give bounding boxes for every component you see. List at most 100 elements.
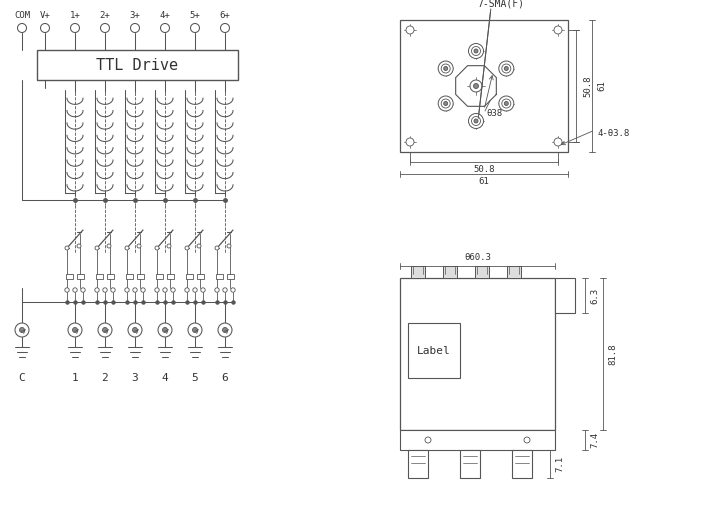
Circle shape <box>471 117 481 126</box>
Text: 61: 61 <box>479 178 490 187</box>
Circle shape <box>474 49 478 53</box>
Text: 50.8: 50.8 <box>473 165 495 174</box>
Circle shape <box>444 66 448 71</box>
Circle shape <box>474 119 478 123</box>
Text: Label: Label <box>417 345 451 355</box>
Bar <box>555 278 575 313</box>
Bar <box>460 450 480 478</box>
Circle shape <box>231 288 235 292</box>
Circle shape <box>100 23 110 32</box>
Text: 7.4: 7.4 <box>591 432 599 448</box>
Circle shape <box>167 244 171 248</box>
Circle shape <box>65 246 69 250</box>
Circle shape <box>73 288 77 292</box>
Bar <box>167 274 174 279</box>
Text: 5+: 5+ <box>190 11 201 20</box>
Bar <box>107 274 114 279</box>
Circle shape <box>81 288 85 292</box>
Text: 4-θ3.8: 4-θ3.8 <box>597 129 630 138</box>
Circle shape <box>185 288 189 292</box>
Circle shape <box>438 96 453 111</box>
Circle shape <box>220 23 230 32</box>
Bar <box>66 274 73 279</box>
Circle shape <box>160 23 170 32</box>
Text: 7-SMA(F): 7-SMA(F) <box>477 0 524 9</box>
Circle shape <box>197 244 201 248</box>
Circle shape <box>65 288 69 292</box>
Circle shape <box>95 288 99 292</box>
Text: 6: 6 <box>222 373 228 383</box>
Text: COM: COM <box>14 11 30 20</box>
Circle shape <box>474 84 479 88</box>
Text: 6.3: 6.3 <box>591 287 599 304</box>
Text: 3: 3 <box>131 373 139 383</box>
Text: 6+: 6+ <box>219 11 230 20</box>
Text: 50.8: 50.8 <box>583 75 593 97</box>
Circle shape <box>425 437 431 443</box>
Bar <box>400 278 555 430</box>
Bar <box>512 450 532 478</box>
Circle shape <box>502 99 510 108</box>
Circle shape <box>469 113 484 129</box>
Circle shape <box>103 288 107 292</box>
Bar <box>197 274 204 279</box>
Text: 2+: 2+ <box>100 11 110 20</box>
Text: 81.8: 81.8 <box>609 343 617 365</box>
Circle shape <box>162 328 168 332</box>
Circle shape <box>222 328 227 332</box>
Circle shape <box>137 244 141 248</box>
Circle shape <box>471 46 481 55</box>
Circle shape <box>133 328 137 332</box>
Text: θ38: θ38 <box>486 110 502 119</box>
Circle shape <box>191 23 199 32</box>
Circle shape <box>504 66 508 71</box>
Circle shape <box>125 288 129 292</box>
Circle shape <box>15 323 29 337</box>
Circle shape <box>77 244 81 248</box>
Circle shape <box>155 246 159 250</box>
Circle shape <box>95 246 99 250</box>
Circle shape <box>438 61 453 76</box>
Bar <box>186 274 193 279</box>
Bar <box>216 274 223 279</box>
Circle shape <box>185 246 189 250</box>
Text: V+: V+ <box>40 11 51 20</box>
Text: 61: 61 <box>598 81 606 92</box>
Circle shape <box>193 328 198 332</box>
Text: 2: 2 <box>102 373 108 383</box>
Text: 1+: 1+ <box>69 11 80 20</box>
Circle shape <box>444 102 448 105</box>
Circle shape <box>441 99 451 108</box>
Circle shape <box>406 138 414 146</box>
Circle shape <box>502 64 510 73</box>
Bar <box>400 430 555 450</box>
Bar <box>77 274 84 279</box>
Bar <box>507 266 521 278</box>
Circle shape <box>499 61 514 76</box>
Bar <box>408 450 428 478</box>
Circle shape <box>218 323 232 337</box>
Bar <box>400 20 568 152</box>
Circle shape <box>215 288 219 292</box>
Bar <box>227 274 234 279</box>
Circle shape <box>554 138 562 146</box>
Text: 3+: 3+ <box>130 11 140 20</box>
Circle shape <box>158 323 172 337</box>
Circle shape <box>470 80 482 92</box>
Circle shape <box>223 288 227 292</box>
Text: 7.1: 7.1 <box>555 456 565 472</box>
Circle shape <box>68 323 82 337</box>
Circle shape <box>227 244 231 248</box>
Bar <box>96 274 103 279</box>
Circle shape <box>40 23 50 32</box>
Bar <box>443 266 457 278</box>
Circle shape <box>17 23 27 32</box>
Text: 4: 4 <box>162 373 168 383</box>
Text: θ60.3: θ60.3 <box>464 254 491 262</box>
Bar <box>126 274 133 279</box>
Circle shape <box>107 244 111 248</box>
Circle shape <box>524 437 530 443</box>
Circle shape <box>201 288 205 292</box>
Circle shape <box>125 246 129 250</box>
Circle shape <box>19 328 25 332</box>
